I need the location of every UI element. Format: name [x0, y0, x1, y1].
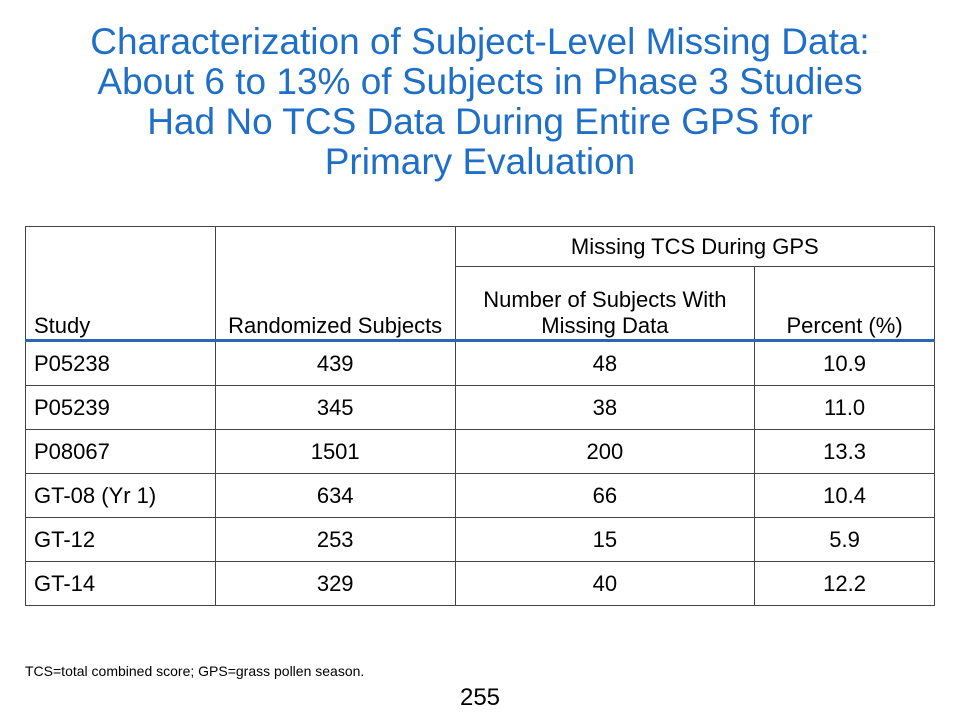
- cell-randomized: 253: [214, 517, 456, 562]
- cell-missing: 40: [454, 561, 756, 606]
- cell-randomized: 329: [214, 561, 456, 606]
- cell-missing: 38: [454, 385, 756, 430]
- header-row-2: Number of Subjects With Missing Data Per…: [26, 266, 935, 342]
- cell-percent: 10.9: [754, 340, 935, 386]
- cell-missing: 66: [454, 473, 756, 518]
- table-row: P05239 345 38 11.0: [25, 385, 935, 430]
- cell-percent: 5.9: [754, 517, 935, 562]
- title-line-2: About 6 to 13% of Subjects in Phase 3 St…: [97, 61, 863, 102]
- cell-percent: 10.4: [754, 473, 935, 518]
- header-missing-tcs-group: Missing TCS During GPS: [454, 226, 936, 267]
- table-row: GT-14 329 40 12.2: [25, 561, 935, 606]
- header-study: Study: [25, 226, 216, 342]
- missing-data-table: Study Randomized Subjects Missing TCS Du…: [25, 226, 936, 606]
- header-row-1: Study Randomized Subjects Missing TCS Du…: [25, 226, 936, 342]
- cell-randomized: 439: [214, 340, 456, 386]
- cell-percent: 12.2: [754, 561, 935, 606]
- cell-study: GT-14: [25, 561, 216, 606]
- cell-study: GT-12: [25, 517, 216, 562]
- title-line-3: Had No TCS Data During Entire GPS for: [147, 101, 813, 142]
- cell-missing: 15: [454, 517, 756, 562]
- cell-study: GT-08 (Yr 1): [25, 473, 216, 518]
- table-row: P08067 1501 200 13.3: [25, 429, 935, 474]
- cell-missing: 200: [454, 429, 756, 474]
- table-body: P05238 439 48 10.9 P05239 345 38 11.0 P0…: [25, 340, 935, 606]
- title-line-4: Primary Evaluation: [324, 141, 636, 182]
- table-row: GT-08 (Yr 1) 634 66 10.4: [25, 473, 935, 518]
- table-row: P05238 439 48 10.9: [25, 340, 935, 386]
- table-row: GT-12 253 15 5.9: [25, 517, 935, 562]
- cell-missing: 48: [454, 340, 756, 386]
- header-number-missing: Number of Subjects With Missing Data: [454, 266, 756, 342]
- table-header: Study Randomized Subjects Missing TCS Du…: [25, 226, 936, 342]
- cell-randomized: 345: [214, 385, 456, 430]
- cell-percent: 13.3: [754, 429, 935, 474]
- cell-study: P05239: [25, 385, 216, 430]
- cell-study: P05238: [25, 340, 216, 386]
- cell-randomized: 1501: [214, 429, 456, 474]
- footnote: TCS=total combined score; GPS=grass poll…: [25, 663, 365, 679]
- cell-study: P08067: [25, 429, 216, 474]
- header-randomized-subjects: Randomized Subjects: [214, 226, 456, 342]
- cell-randomized: 634: [214, 473, 456, 518]
- slide-title: Characterization of Subject-Level Missin…: [20, 22, 940, 182]
- cell-percent: 11.0: [754, 385, 935, 430]
- header-percent: Percent (%): [754, 266, 935, 342]
- page-number: 255: [459, 684, 501, 711]
- title-line-1: Characterization of Subject-Level Missin…: [90, 21, 870, 62]
